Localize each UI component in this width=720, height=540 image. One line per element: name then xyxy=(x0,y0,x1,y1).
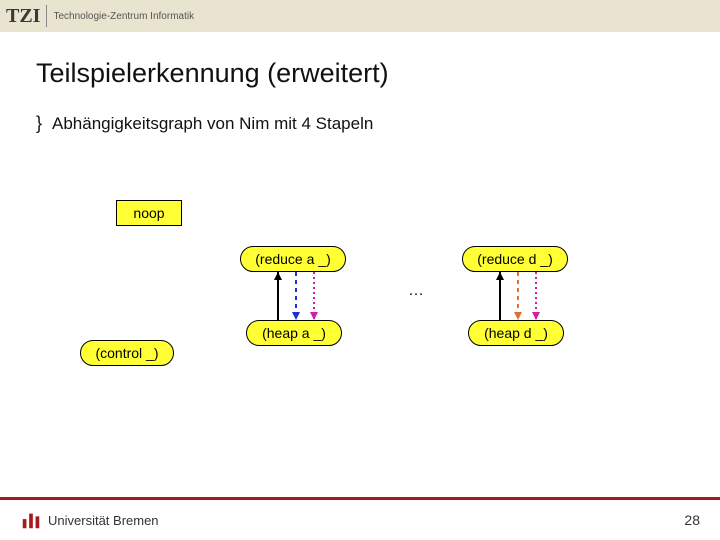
university-mark-icon xyxy=(20,509,42,531)
ellipsis: … xyxy=(408,282,424,300)
org-mark: TZI xyxy=(6,5,40,28)
university-name: Universität Bremen xyxy=(48,513,159,528)
university-logo: Universität Bremen xyxy=(20,509,159,531)
bullet-icon: } xyxy=(36,113,42,134)
dependency-graph: … noop (reduce a _) (reduce d _) (heap a _)… xyxy=(0,182,720,442)
arrow-layer xyxy=(0,182,720,442)
topbar: TZI Technologie-Zentrum Informatik xyxy=(0,0,720,32)
node-heap-a: (heap a _) xyxy=(246,320,342,346)
org-logo: TZI Technologie-Zentrum Informatik xyxy=(6,5,194,28)
node-control: (control _) xyxy=(80,340,174,366)
node-noop: noop xyxy=(116,200,182,226)
title-row: Teilspielerkennung (erweitert) xyxy=(0,32,720,97)
logo-separator xyxy=(46,5,47,27)
node-reduce-d: (reduce d _) xyxy=(462,246,568,272)
org-full-name: Technologie-Zentrum Informatik xyxy=(53,11,194,22)
slide-title: Teilspielerkennung (erweitert) xyxy=(36,58,684,89)
node-heap-d: (heap d _) xyxy=(468,320,564,346)
page-number: 28 xyxy=(684,512,700,528)
node-reduce-a: (reduce a _) xyxy=(240,246,346,272)
footer: Universität Bremen 28 xyxy=(0,500,720,540)
bullet-row: } Abhängigkeitsgraph von Nim mit 4 Stape… xyxy=(0,97,720,134)
bullet-text: Abhängigkeitsgraph von Nim mit 4 Stapeln xyxy=(52,114,373,134)
